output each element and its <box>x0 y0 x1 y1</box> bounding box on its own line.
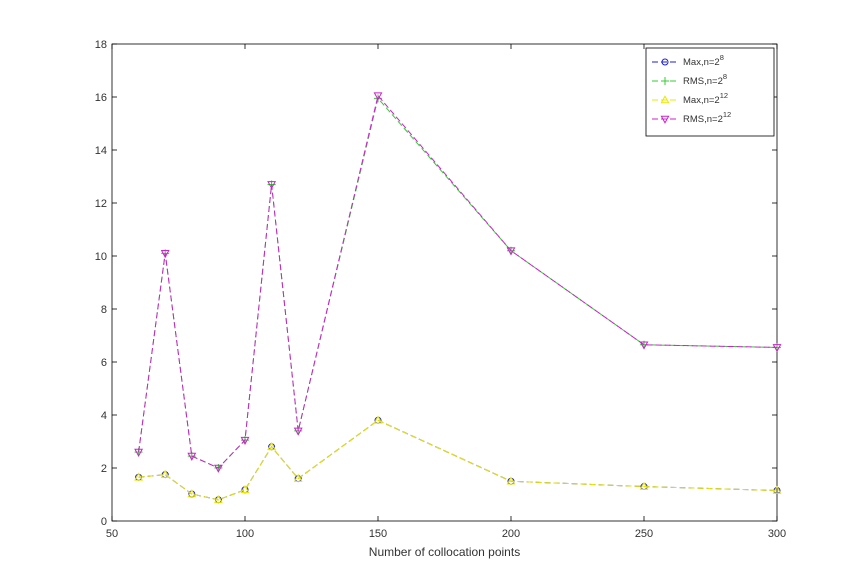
data-point <box>187 489 197 498</box>
series-4 <box>134 92 782 473</box>
series-line <box>138 419 778 501</box>
y-tick-label: 10 <box>95 251 107 263</box>
data-point <box>639 341 649 350</box>
data-point <box>639 481 649 490</box>
data-point <box>772 344 782 353</box>
legend-label: RMS,n=28 <box>683 72 727 87</box>
data-point <box>293 427 303 436</box>
legend: Max,n=28 RMS,n=28 Max,n=212 RMS,n=212 <box>645 47 775 137</box>
series-line <box>138 94 778 469</box>
data-point <box>267 181 277 190</box>
series-layer <box>134 92 782 504</box>
data-point <box>506 247 516 256</box>
axis-ticks: 50 100 150 200 250 300 0 2 4 6 8 10 12 14 16 18 <box>95 39 786 540</box>
data-point <box>134 448 144 457</box>
data-point <box>267 441 277 451</box>
data-point <box>772 485 782 494</box>
x-tick-label: 250 <box>635 528 653 540</box>
legend-entry: Max,n=28 <box>652 53 724 68</box>
legend-marker <box>661 77 669 85</box>
y-tick-label: 14 <box>95 145 107 157</box>
x-tick-label: 50 <box>106 528 118 540</box>
legend-box <box>645 47 775 137</box>
legend-entry: Max,n=212 <box>652 91 728 106</box>
data-point <box>213 464 223 473</box>
data-point <box>160 250 170 259</box>
data-point <box>373 415 383 424</box>
legend-entry: RMS,n=212 <box>652 110 731 125</box>
y-tick-label: 0 <box>101 516 107 528</box>
legend-label: Max,n=28 <box>683 53 724 68</box>
data-point <box>213 494 223 504</box>
data-point <box>293 473 303 482</box>
data-point <box>240 484 250 494</box>
x-tick-label: 150 <box>369 528 387 540</box>
data-point <box>134 472 144 481</box>
y-tick-label: 16 <box>95 92 107 104</box>
x-tick-label: 100 <box>236 528 254 540</box>
y-tick-label: 4 <box>101 410 107 422</box>
data-point <box>373 92 383 101</box>
data-point <box>160 469 170 478</box>
legend-label: Max,n=212 <box>683 91 728 106</box>
y-tick-label: 12 <box>95 198 107 210</box>
series-3 <box>134 415 782 504</box>
x-tick-label: 200 <box>502 528 520 540</box>
legend-marker <box>661 58 669 66</box>
legend-label: RMS,n=212 <box>683 110 731 125</box>
data-point <box>506 476 516 485</box>
data-point <box>187 452 197 461</box>
y-tick-label: 18 <box>95 39 107 51</box>
legend-entry: RMS,n=28 <box>652 72 727 87</box>
y-tick-label: 6 <box>101 357 107 369</box>
y-tick-label: 8 <box>101 304 107 316</box>
legend-marker <box>660 95 670 104</box>
data-point <box>240 436 250 446</box>
x-tick-label: 300 <box>768 528 786 540</box>
x-axis-label: Number of collocation points <box>369 545 520 559</box>
legend-marker <box>660 115 670 124</box>
y-tick-label: 2 <box>101 463 107 475</box>
